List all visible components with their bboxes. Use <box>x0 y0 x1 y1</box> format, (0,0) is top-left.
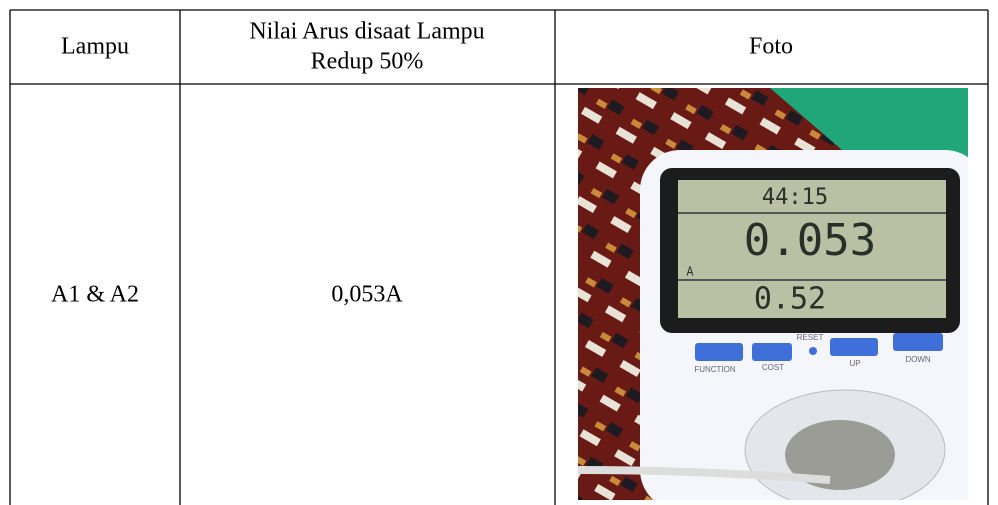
document: Lampu Nilai Arus disaat Lampu Redup 50% … <box>0 0 998 505</box>
page: Lampu Nilai Arus disaat Lampu Redup 50% … <box>0 0 998 505</box>
lcd-text: 0.053 <box>744 215 876 266</box>
cell: A1 & A2 <box>51 282 139 308</box>
lcd-text: 0.52 <box>754 282 826 317</box>
photo: 44:15 0.053 A 0.52 RESET FUNCTION COST U… <box>578 88 985 505</box>
button-label: COST <box>762 363 784 372</box>
header-cell: Nilai Arus disaat Lampu <box>249 19 484 45</box>
header-cell: Redup 50% <box>311 49 424 75</box>
lcd-text: 44:15 <box>762 185 828 210</box>
cell: 0,053A <box>331 282 403 308</box>
button-label: FUNCTION <box>694 365 736 374</box>
button-label: RESET <box>797 333 824 342</box>
header-cell: Foto <box>749 34 793 60</box>
button-label: UP <box>849 359 860 368</box>
button-label: DOWN <box>905 355 931 364</box>
header-cell: Lampu <box>61 34 129 60</box>
lcd-text: A <box>686 265 694 279</box>
